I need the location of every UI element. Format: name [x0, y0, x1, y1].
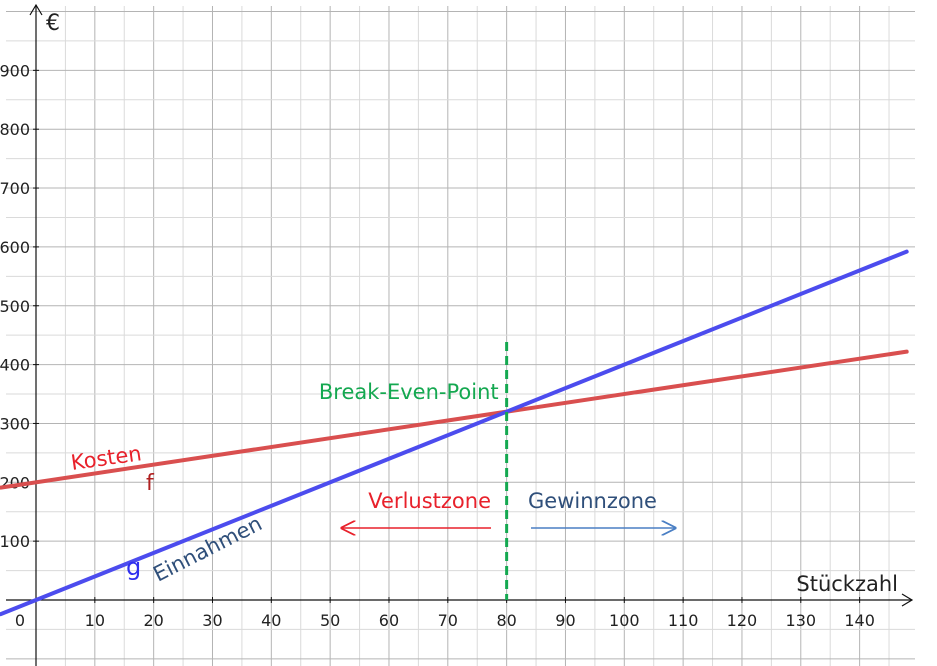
x-axis-arrow: [901, 593, 914, 607]
profit-zone-label: Gewinnzone: [528, 489, 657, 513]
y-tick-label: 400: [0, 356, 30, 375]
x-tick-label: 50: [320, 611, 340, 630]
break-even-label: Break-Even-Point: [319, 380, 499, 404]
y-axis-label: €: [46, 11, 60, 36]
y-tick-label: 800: [0, 120, 30, 139]
x-tick-label: 10: [85, 611, 105, 630]
x-tick-label: 90: [555, 611, 575, 630]
x-tick-label: 130: [786, 611, 817, 630]
series-line-g: [0, 249, 909, 617]
x-tick-label: 40: [261, 611, 281, 630]
x-tick-label: 60: [379, 611, 399, 630]
series-line-f: [0, 349, 909, 490]
x-tick-label: 80: [496, 611, 516, 630]
loss-zone-label: Verlustzone: [368, 489, 491, 513]
y-tick-label: 100: [0, 532, 30, 551]
x-tick-label: 120: [727, 611, 758, 630]
x-tick-label: 20: [143, 611, 163, 630]
y-tick-label: 600: [0, 238, 30, 257]
y-tick-label: 700: [0, 179, 30, 198]
x-tick-label: 70: [438, 611, 458, 630]
grid-lines: [6, 6, 915, 666]
y-tick-label: 500: [0, 297, 30, 316]
x-tick-label: 100: [609, 611, 640, 630]
y-tick-label: 300: [0, 414, 30, 433]
x-tick-label: 30: [202, 611, 222, 630]
origin-label: 0: [15, 611, 25, 630]
y-tick-label: 900: [0, 61, 30, 80]
tick-labels: 10 20 30 40 50 60 70 80 90 100 110 120 130 1400100200…: [0, 61, 875, 630]
y-axis-arrow: [29, 3, 43, 16]
x-tick-label: 110: [668, 611, 699, 630]
series-name-f: f: [146, 471, 155, 496]
series-name-g: g: [126, 553, 141, 581]
x-axis-label: Stückzahl: [796, 572, 898, 596]
x-tick-label: 140: [844, 611, 875, 630]
series-lines: [0, 249, 909, 617]
